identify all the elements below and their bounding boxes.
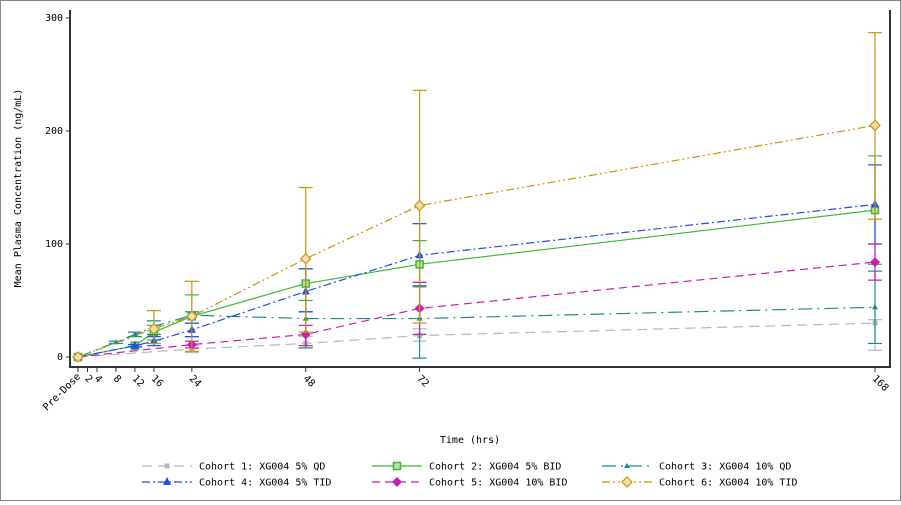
- plot-frame: [69, 10, 891, 368]
- legend-marker: [164, 463, 170, 469]
- y-tick-label: 100: [45, 239, 63, 250]
- legend-label: Cohort 2: XG004 5% BID: [429, 462, 561, 473]
- data-point: [413, 199, 426, 212]
- legend-label: Cohort 6: XG004 10% TID: [659, 478, 797, 489]
- data-point: [148, 322, 160, 335]
- data-point: [131, 331, 138, 337]
- data-point: [72, 351, 84, 363]
- legend-marker: [624, 463, 630, 468]
- legend-marker: [392, 477, 402, 487]
- legend-item: Cohort 4: XG004 5% TID: [142, 477, 331, 489]
- data-point: [130, 340, 139, 349]
- legend-label: Cohort 5: XG004 10% BID: [429, 478, 567, 489]
- legend-marker: [392, 461, 402, 471]
- data-point: [872, 304, 878, 310]
- y-axis-title: Mean Plasma Concentration (ng/mL): [13, 89, 24, 288]
- data-point: [112, 339, 119, 345]
- x-axis-title: Time (hrs): [440, 435, 500, 446]
- data-point: [870, 257, 880, 268]
- y-tick-label: 300: [45, 13, 63, 24]
- legend-item: Cohort 6: XG004 10% TID: [602, 476, 797, 489]
- legend-item: Cohort 1: XG004 5% QD: [142, 462, 325, 473]
- legend-label: Cohort 4: XG004 5% TID: [199, 478, 331, 489]
- data-point: [186, 310, 198, 323]
- legend-marker: [621, 476, 633, 488]
- legend: Cohort 1: XG004 5% QD Cohort 2: XG004 5% …: [142, 462, 797, 489]
- legend-label: Cohort 3: XG004 10% QD: [659, 462, 791, 473]
- legend-item: Cohort 2: XG004 5% BID: [372, 462, 561, 473]
- series-line: [77, 124, 876, 358]
- legend-marker: [163, 477, 171, 485]
- y-tick-label: 0: [57, 352, 63, 363]
- data-point: [299, 252, 312, 265]
- series-6: [72, 32, 882, 363]
- y-tick-label: 200: [45, 126, 63, 137]
- legend-label: Cohort 1: XG004 5% QD: [199, 462, 325, 473]
- legend-item: Cohort 5: XG004 10% BID: [372, 477, 567, 489]
- data-point: [869, 119, 881, 132]
- legend-item: Cohort 3: XG004 10% QD: [602, 462, 791, 473]
